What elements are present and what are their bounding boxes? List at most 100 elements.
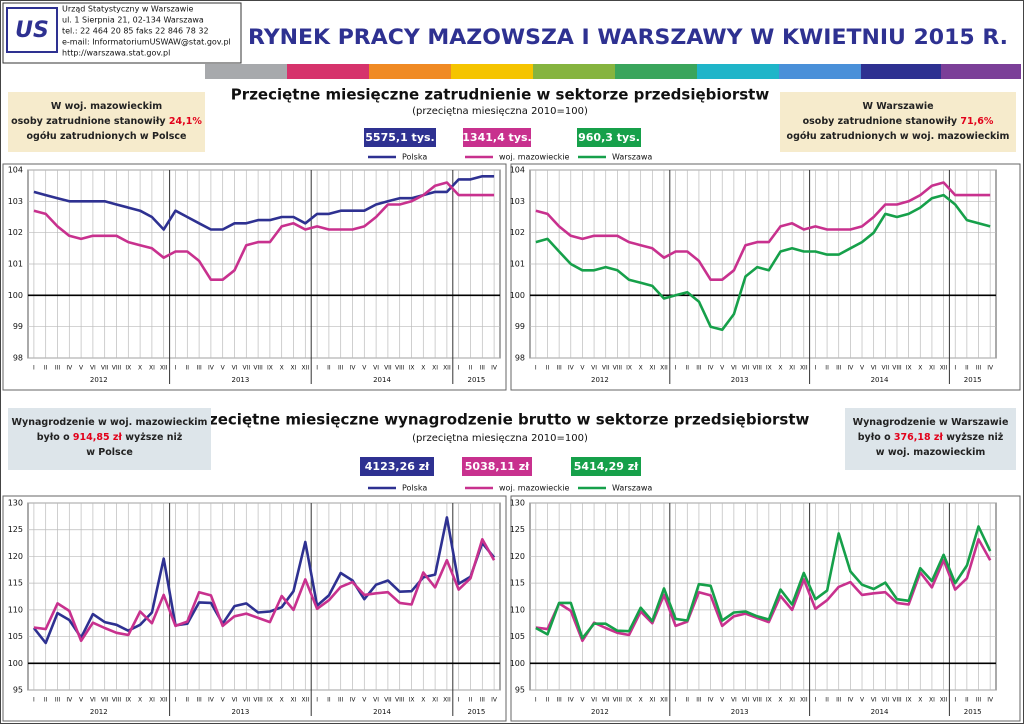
x-tick-label: VI [232, 697, 238, 704]
year-label: 2012 [90, 376, 108, 384]
x-tick-label: IX [766, 365, 772, 372]
badge [364, 128, 436, 147]
x-tick-label: XII [660, 697, 668, 704]
x-tick-label: XI [789, 697, 795, 704]
year-label: 2014 [871, 708, 889, 716]
note-text: w woj. mazowieckim [876, 447, 986, 458]
year-label: 2012 [591, 376, 609, 384]
badge-value: 5414,29 zł [574, 460, 639, 473]
note-text: W Warszawie [862, 101, 933, 112]
year-label: 2013 [731, 376, 749, 384]
note-line: było o 914,85 zł wyższe niż [37, 432, 183, 443]
y-tick-label: 102 [8, 228, 23, 237]
note-text: ogółu zatrudnionych w woj. mazowieckim [787, 131, 1010, 142]
x-tick-label: III [338, 365, 344, 372]
legend-label: Polska [402, 484, 427, 493]
x-tick-label: II [44, 697, 48, 704]
x-tick-label: VII [742, 697, 750, 704]
section-title: Przeciętne miesięczne zatrudnienie w sek… [231, 86, 770, 104]
series-line [33, 175, 495, 231]
note-line: osoby zatrudnione stanowiły 71,6% [803, 116, 994, 127]
x-tick-label: I [33, 697, 35, 704]
section-title: Przeciętne miesięczne wynagrodzenie brut… [191, 411, 810, 429]
x-tick-label: IV [708, 697, 715, 704]
x-tick-label: I [815, 365, 817, 372]
x-tick-label: IV [208, 365, 215, 372]
note-text: w Polsce [86, 447, 133, 458]
badge-value: 5038,11 zł [465, 460, 530, 473]
x-tick-label: II [825, 365, 829, 372]
y-tick-label: 105 [510, 632, 525, 641]
note-text: osoby zatrudnione stanowiły [11, 116, 169, 127]
year-label: 2015 [467, 376, 485, 384]
x-tick-label: V [221, 365, 226, 372]
note-line: w woj. mazowieckim [876, 447, 986, 458]
x-tick-label: VI [232, 365, 238, 372]
x-tick-label: VII [602, 697, 610, 704]
y-tick-label: 100 [8, 659, 23, 668]
y-tick-label: 115 [8, 579, 23, 588]
badge [360, 457, 434, 476]
x-tick-label: VIII [752, 697, 762, 704]
x-tick-label: III [480, 365, 486, 372]
year-label: 2013 [231, 376, 249, 384]
x-tick-label: V [221, 697, 226, 704]
x-tick-label: VII [242, 365, 250, 372]
x-tick-label: II [686, 365, 690, 372]
x-tick-label: X [639, 697, 643, 704]
stripe [779, 64, 861, 79]
x-tick-label: VI [731, 365, 737, 372]
x-tick-label: I [954, 365, 956, 372]
x-tick-label: VI [373, 697, 379, 704]
x-tick-label: XII [443, 365, 451, 372]
x-tick-label: XI [432, 697, 438, 704]
x-tick-label: IV [491, 365, 498, 372]
x-tick-label: X [918, 697, 922, 704]
x-tick-label: X [138, 697, 142, 704]
x-tick-label: VII [101, 697, 109, 704]
badge [462, 457, 532, 476]
x-tick-label: IX [267, 365, 273, 372]
x-tick-label: II [825, 697, 829, 704]
x-tick-label: VIII [892, 365, 902, 372]
year-label: 2015 [467, 708, 485, 716]
org-line: Urząd Statystyczny w Warszawie [62, 5, 194, 14]
x-tick-label: XI [649, 365, 655, 372]
x-tick-label: IV [568, 697, 575, 704]
x-tick-label: VIII [395, 365, 405, 372]
x-tick-label: I [316, 365, 318, 372]
note-text: 376,18 zł [894, 432, 943, 443]
x-tick-label: IX [906, 365, 912, 372]
y-tick-label: 102 [510, 228, 525, 237]
x-tick-label: VIII [253, 697, 263, 704]
note-line: było o 376,18 zł wyższe niż [858, 432, 1004, 443]
chart-frame [510, 495, 1021, 722]
x-tick-label: VII [881, 697, 889, 704]
x-tick-label: IX [626, 697, 632, 704]
y-tick-label: 98 [13, 354, 23, 363]
y-tick-label: 99 [13, 322, 23, 331]
x-tick-label: IX [906, 697, 912, 704]
x-tick-label: XI [432, 365, 438, 372]
chart-frame [2, 163, 507, 391]
x-tick-label: V [362, 365, 367, 372]
x-tick-label: I [675, 697, 677, 704]
y-tick-label: 101 [510, 260, 525, 269]
stripe [369, 64, 451, 79]
y-tick-label: 98 [515, 354, 525, 363]
x-tick-label: XII [160, 697, 168, 704]
series-line [32, 516, 496, 645]
stripe [615, 64, 697, 79]
x-tick-label: III [196, 365, 202, 372]
x-tick-label: I [954, 697, 956, 704]
x-tick-label: II [186, 697, 190, 704]
note-box [780, 92, 1016, 152]
x-tick-label: VI [591, 697, 597, 704]
note-box [845, 408, 1016, 470]
x-tick-label: II [469, 365, 473, 372]
stripe [861, 64, 941, 79]
x-tick-label: V [720, 365, 725, 372]
x-tick-label: I [33, 365, 35, 372]
series-line [535, 538, 992, 643]
x-tick-label: II [469, 697, 473, 704]
